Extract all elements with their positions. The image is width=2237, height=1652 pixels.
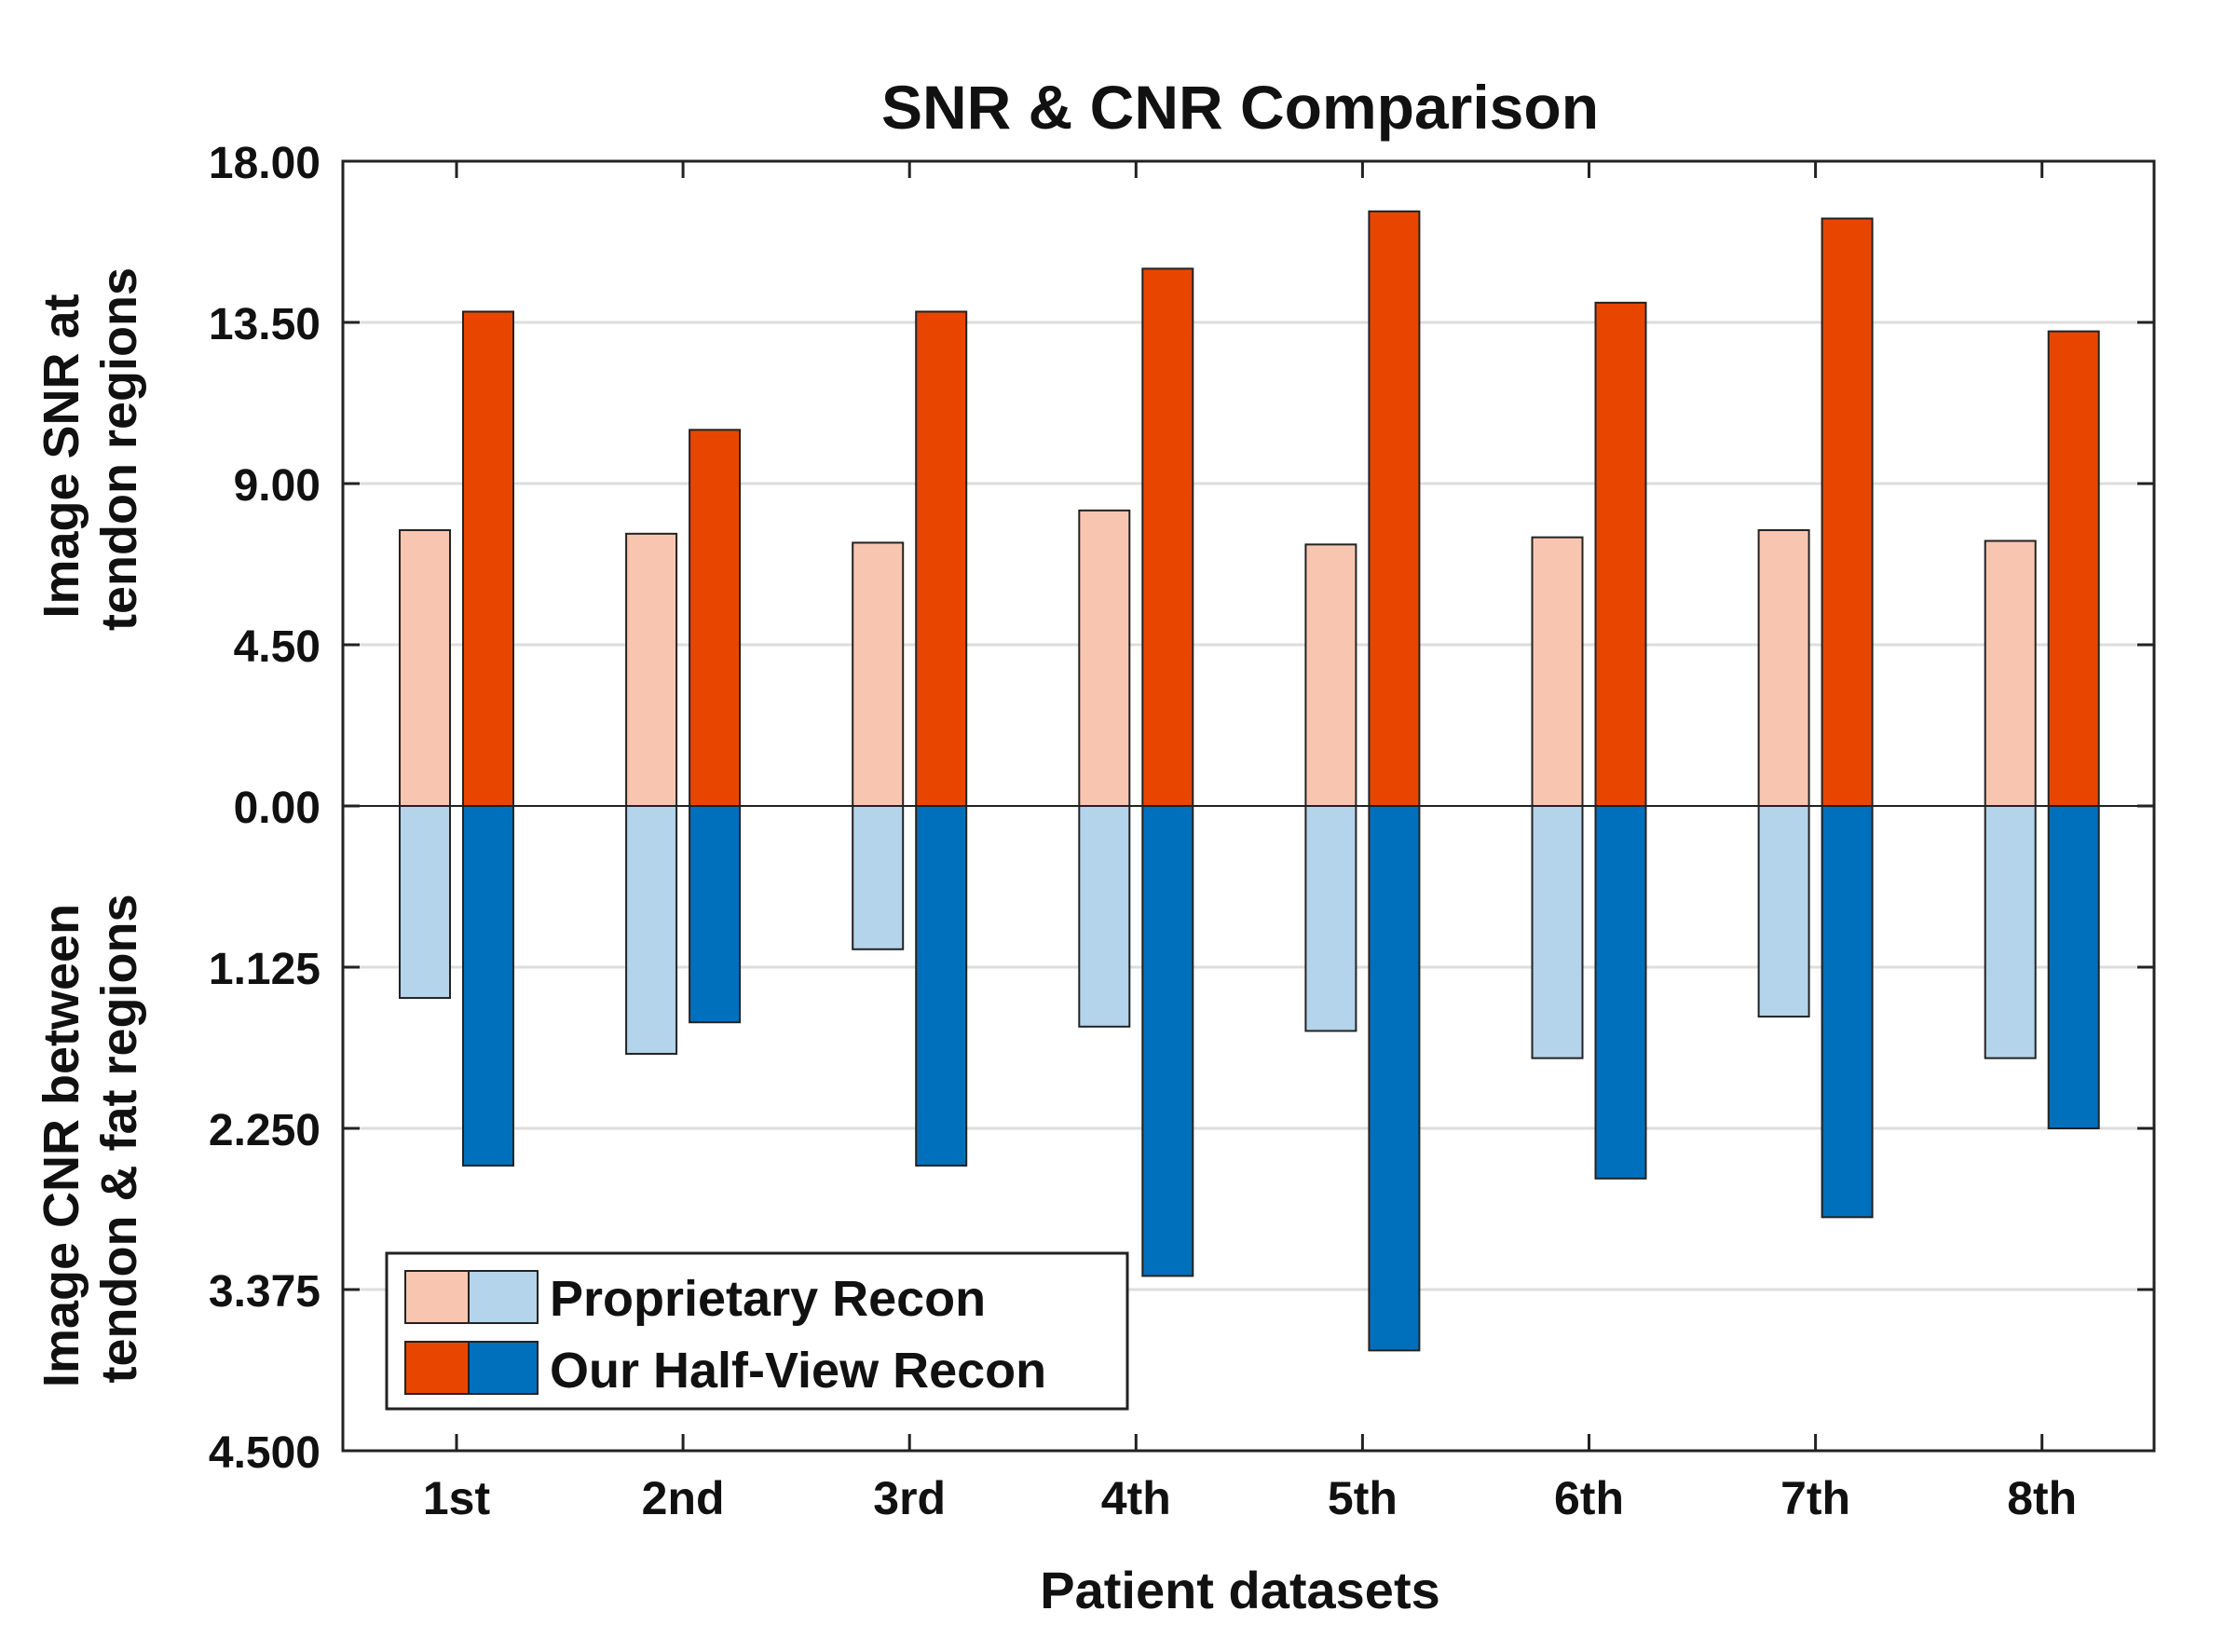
tick-labels: 0.00 4.50 9.00 13.50 18.00 1.125 2.250 3.375 4.5… [209, 139, 2077, 1524]
bar-proprietary-snr-6th [1531, 536, 1584, 808]
legend-label-halfview: Our Half-View Recon [550, 1343, 1046, 1399]
legend: Proprietary Recon Our Half-View Recon [385, 1251, 1129, 1411]
x-tick-label-1st: 1st [423, 1472, 491, 1524]
bar-proprietary-cnr-2nd [625, 805, 678, 1056]
bar-halfview-snr-4th [1141, 267, 1194, 808]
x-tick-label-7th: 7th [1780, 1472, 1850, 1524]
bar-proprietary-snr-5th [1304, 543, 1357, 807]
y-axis-label-top-line1: Image SNR at [34, 294, 89, 618]
legend-label-proprietary: Proprietary Recon [550, 1271, 986, 1327]
y-axis-label-top-line2: tendon regions [91, 267, 147, 631]
bar-proprietary-cnr-3rd [852, 805, 905, 950]
bar-proprietary-cnr-5th [1304, 805, 1357, 1032]
y-axis-label-bottom: Image CNR between tendon & fat regions [34, 890, 147, 1387]
legend-swatch-proprietary-cnr [468, 1270, 539, 1324]
bar-halfview-snr-5th [1368, 210, 1421, 808]
bar-halfview-snr-7th [1821, 217, 1874, 807]
y-tick-label-cnr: 1.125 [209, 945, 321, 994]
bar-proprietary-cnr-7th [1757, 805, 1810, 1018]
x-axis-label: Patient datasets [1040, 1561, 1440, 1619]
chart-title: SNR & CNR Comparison [881, 73, 1599, 142]
bar-proprietary-snr-7th [1757, 528, 1810, 807]
bar-halfview-cnr-6th [1594, 805, 1647, 1180]
bar-halfview-snr-2nd [689, 429, 742, 807]
bar-halfview-snr-6th [1594, 301, 1647, 808]
bar-proprietary-cnr-1st [399, 805, 451, 1000]
y-axis-label-top: Image SNR at tendon regions [34, 267, 147, 631]
bar-halfview-snr-3rd [915, 310, 968, 807]
legend-swatch-proprietary-snr [404, 1270, 470, 1324]
bar-halfview-cnr-5th [1368, 805, 1421, 1352]
y-tick-label-cnr: 3.375 [209, 1267, 321, 1317]
y-axis-label-bottom-line1: Image CNR between [34, 904, 89, 1387]
bar-proprietary-snr-4th [1078, 509, 1131, 807]
bar-halfview-snr-8th [2047, 330, 2100, 807]
bar-proprietary-snr-1st [399, 528, 451, 807]
x-tick-label-3rd: 3rd [873, 1472, 946, 1524]
bar-proprietary-snr-8th [1984, 539, 2037, 807]
bar-proprietary-cnr-4th [1078, 805, 1131, 1028]
bars [399, 210, 2100, 1352]
x-tick-label-6th: 6th [1554, 1472, 1624, 1524]
bar-proprietary-snr-3rd [852, 541, 905, 808]
bar-halfview-cnr-8th [2047, 805, 2100, 1129]
bar-halfview-snr-1st [462, 310, 514, 807]
bar-proprietary-snr-2nd [625, 532, 678, 807]
x-tick-label-8th: 8th [2007, 1472, 2077, 1524]
bar-halfview-cnr-7th [1821, 805, 1874, 1219]
bar-proprietary-cnr-6th [1531, 805, 1584, 1059]
bar-halfview-cnr-2nd [689, 805, 742, 1024]
y-tick-label-snr: 4.50 [234, 622, 321, 672]
bar-halfview-cnr-1st [462, 805, 514, 1167]
y-axis-label-bottom-line2: tendon & fat regions [91, 894, 147, 1384]
y-tick-label-cnr: 4.500 [209, 1428, 321, 1478]
bar-halfview-cnr-3rd [915, 805, 968, 1167]
legend-swatch-halfview-cnr [468, 1341, 539, 1395]
y-tick-label-snr: 18.00 [209, 139, 321, 188]
bar-proprietary-cnr-8th [1984, 805, 2037, 1059]
y-tick-label-snr: 13.50 [209, 300, 321, 349]
x-tick-label-2nd: 2nd [642, 1472, 725, 1524]
legend-swatch-halfview-snr [404, 1341, 470, 1395]
bar-halfview-cnr-4th [1141, 805, 1194, 1277]
axis-ticks [343, 159, 2154, 1453]
x-tick-label-4th: 4th [1101, 1472, 1171, 1524]
x-tick-label-5th: 5th [1328, 1472, 1398, 1524]
y-tick-label-snr: 0.00 [234, 784, 321, 833]
y-tick-label-cnr: 2.250 [209, 1106, 321, 1155]
y-tick-label-snr: 9.00 [234, 461, 321, 511]
